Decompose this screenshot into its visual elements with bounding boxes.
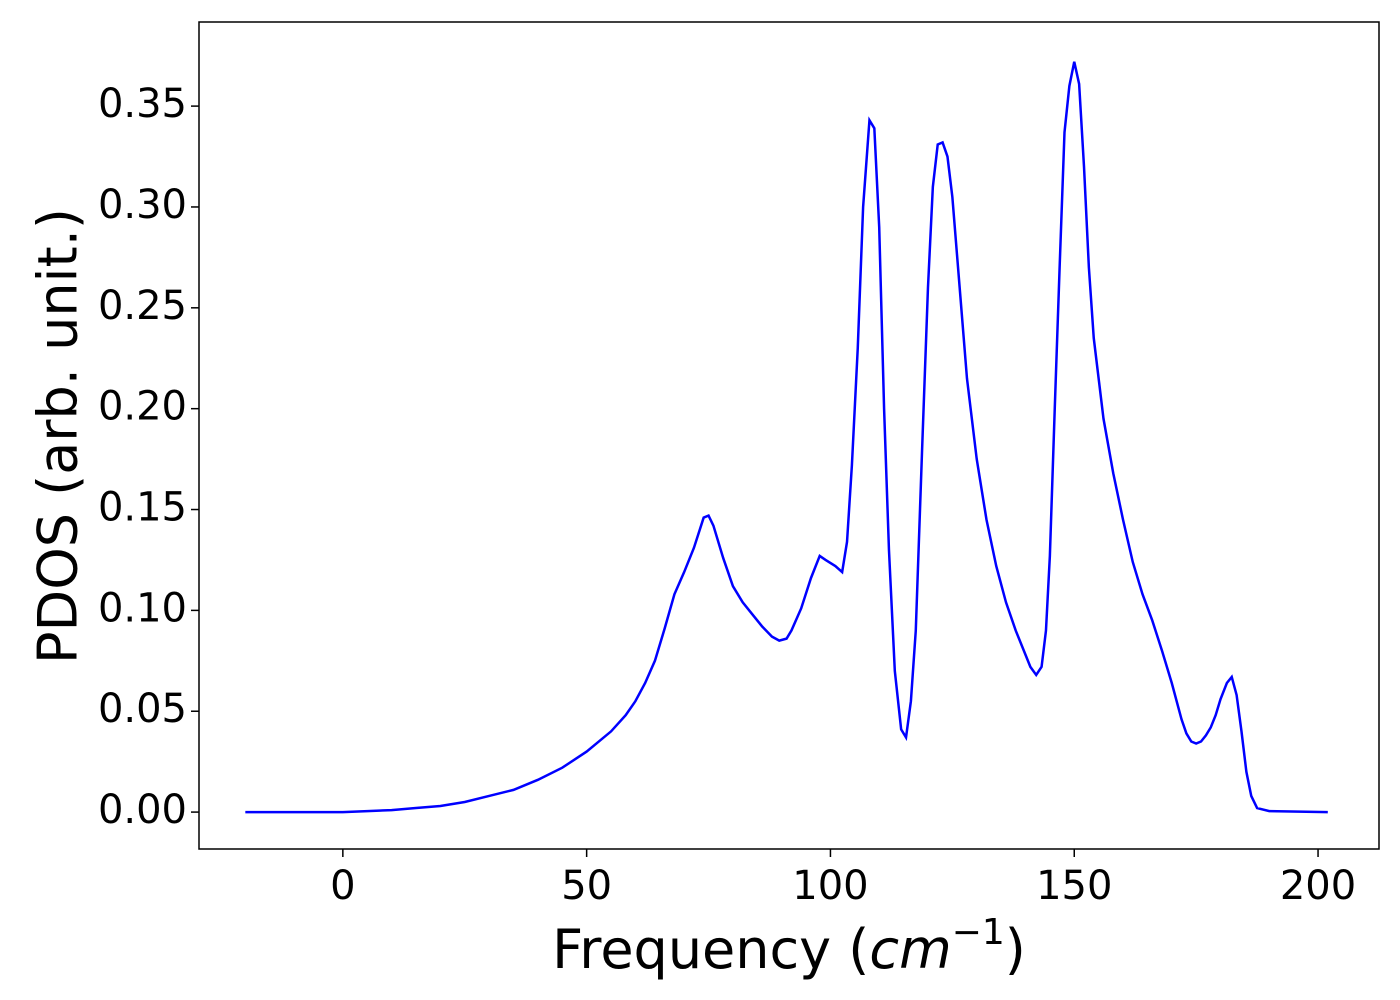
y-tick-label: 0.20 [98, 384, 187, 430]
x-tick-label: 150 [1036, 863, 1112, 909]
plot-frame [198, 21, 1380, 850]
data-line [245, 61, 1328, 814]
x-tick-label: 0 [330, 863, 355, 909]
y-tick-label: 0.25 [98, 283, 187, 329]
x-label-sup: −1 [952, 912, 1005, 953]
x-axis-label: Frequency (cm−1) [552, 912, 1026, 981]
y-tick-label: 0.05 [98, 686, 187, 732]
x-label-text: Frequency ( [552, 918, 869, 981]
x-tick-label: 100 [792, 863, 868, 909]
y-tick-label: 0.15 [98, 485, 187, 531]
y-tick-label: 0.10 [98, 585, 187, 631]
y-tick-label: 0.00 [98, 787, 187, 833]
x-label-math: cm [869, 918, 951, 981]
x-tick-label: 200 [1280, 863, 1356, 909]
y-tick-label: 0.30 [98, 182, 187, 228]
x-tick-label: 50 [561, 863, 612, 909]
x-label-close: ) [1005, 918, 1026, 981]
y-axis-label: PDOS (arb. unit.) [27, 208, 90, 664]
y-tick-label: 0.35 [98, 81, 187, 127]
